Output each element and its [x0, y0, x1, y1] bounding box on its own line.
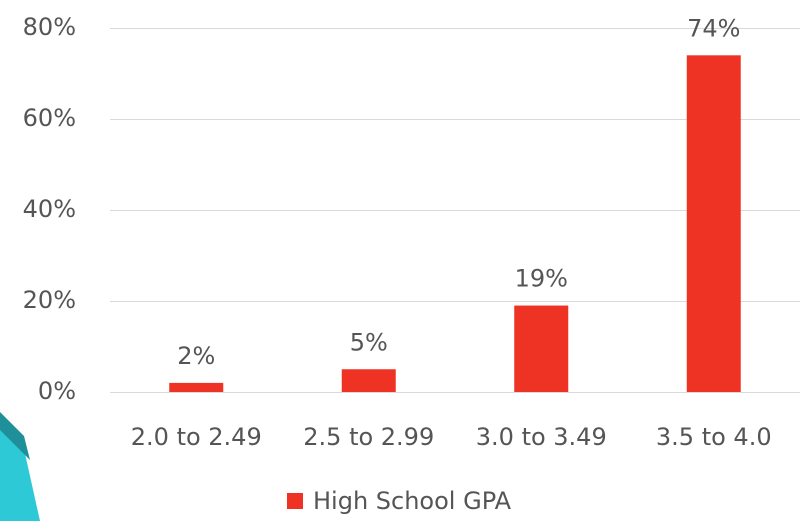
data-label: 19%	[515, 265, 568, 293]
y-tick-label: 80%	[23, 13, 76, 41]
y-tick-label: 60%	[23, 104, 76, 132]
bar	[514, 305, 569, 392]
y-tick-label: 40%	[23, 195, 76, 223]
x-tick-label: 3.5 to 4.0	[656, 423, 772, 451]
y-tick-label: 20%	[23, 286, 76, 314]
decoration	[0, 412, 30, 460]
data-label: 2%	[177, 342, 215, 370]
bar	[341, 369, 396, 392]
legend-label: High School GPA	[313, 487, 512, 515]
legend-swatch	[287, 493, 303, 509]
bar	[686, 55, 741, 393]
y-tick-label: 0%	[38, 377, 76, 405]
x-tick-label: 2.5 to 2.99	[303, 423, 434, 451]
x-tick-label: 2.0 to 2.49	[131, 423, 262, 451]
decoration	[0, 420, 40, 521]
x-tick-label: 3.0 to 3.49	[476, 423, 607, 451]
data-label: 5%	[350, 328, 388, 356]
data-label: 74%	[687, 14, 740, 42]
bar	[169, 382, 224, 392]
